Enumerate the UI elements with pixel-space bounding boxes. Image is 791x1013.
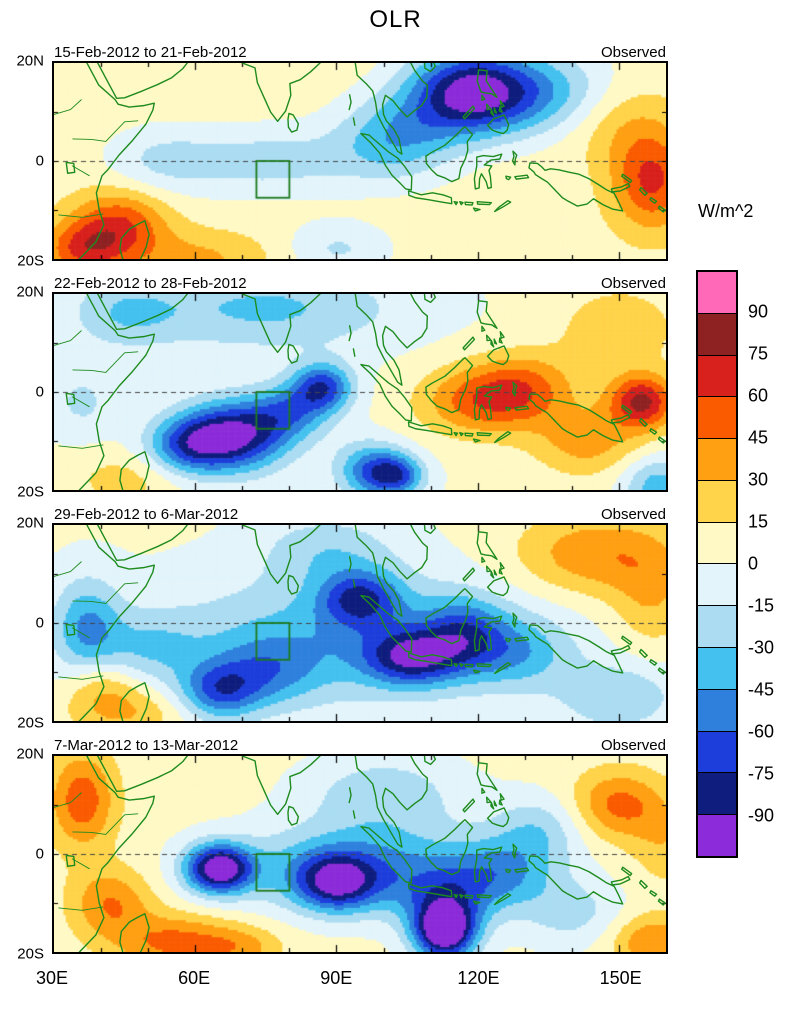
colorbar-band xyxy=(698,438,736,480)
olr-field-canvas xyxy=(54,63,666,259)
y-axis: 20N 0 20S xyxy=(0,284,52,501)
colorbar-tick-label: 60 xyxy=(748,385,769,406)
x-tick-label: 150E xyxy=(599,968,642,988)
map-panel-2 xyxy=(52,292,668,492)
panel-4-header: 7-Mar-2012 to 13-Mar-2012 Observed xyxy=(52,734,668,754)
colorbar-tick-label: -45 xyxy=(748,679,775,700)
colorbar-tick-label: -75 xyxy=(748,763,775,784)
figure-body: 15-Feb-2012 to 21-Feb-2012 Observed 20N … xyxy=(0,41,791,991)
panel-date-range: 15-Feb-2012 to 21-Feb-2012 xyxy=(54,44,247,61)
colorbar-band xyxy=(698,814,736,856)
map-panel-3 xyxy=(52,523,668,723)
y-tick-label: 20S xyxy=(17,252,44,270)
y-tick-label: 20S xyxy=(17,714,44,732)
y-tick-label: 20N xyxy=(16,283,44,301)
colorbar-tick-label: 30 xyxy=(748,469,769,490)
x-tick-label: 120E xyxy=(457,968,500,988)
coastline-overlay xyxy=(54,756,666,952)
panel-date-range: 22-Feb-2012 to 28-Feb-2012 xyxy=(54,275,247,292)
colorbar-bands xyxy=(696,270,738,858)
colorbar-band xyxy=(698,354,736,397)
colorbar-band xyxy=(698,647,736,689)
colorbar-ticks: 90 75 60 45 30 15 0 -15 -30 -45 -60 -75 -90 xyxy=(748,270,791,858)
panel-source-label: Observed xyxy=(600,506,666,523)
panel-date-range: 29-Feb-2012 to 6-Mar-2012 xyxy=(54,506,239,523)
chart-title: OLR xyxy=(369,6,422,33)
olr-field-canvas xyxy=(54,756,666,952)
colorbar-band xyxy=(698,312,736,355)
y-axis: 20N 0 20S xyxy=(0,515,52,732)
panel-3-header: 29-Feb-2012 to 6-Mar-2012 Observed xyxy=(52,503,668,523)
y-tick-label: 20N xyxy=(16,745,44,763)
map-panel-4 xyxy=(52,754,668,954)
map-panel-1 xyxy=(52,61,668,261)
colorbar-column: W/m^2 90 75 60 45 30 15 0 -15 -30 -45 -60 -75 -90 xyxy=(668,41,774,991)
y-tick-label: 0 xyxy=(35,152,44,170)
colorbar-title: W/m^2 xyxy=(698,201,754,221)
colorbar-band xyxy=(698,688,736,731)
colorbar-band xyxy=(698,605,736,648)
panel-1: 15-Feb-2012 to 21-Feb-2012 Observed 20N … xyxy=(0,41,668,270)
panel-1-header: 15-Feb-2012 to 21-Feb-2012 Observed xyxy=(52,41,668,61)
olr-field-canvas xyxy=(54,294,666,490)
colorbar-band xyxy=(698,772,736,815)
colorbar-band xyxy=(698,563,736,606)
y-tick-label: 20S xyxy=(17,945,44,963)
colorbar-band xyxy=(698,730,736,773)
colorbar-band xyxy=(698,396,736,439)
y-tick-label: 20N xyxy=(16,514,44,532)
colorbar-tick-label: 45 xyxy=(748,427,769,448)
y-tick-label: 20S xyxy=(17,483,44,501)
colorbar-band xyxy=(698,521,736,564)
panel-source-label: Observed xyxy=(600,275,666,292)
x-axis: 30E 60E 90E 120E 150E xyxy=(36,965,668,991)
x-tick-label: 30E xyxy=(35,968,69,988)
colorbar-tick-label: -90 xyxy=(748,805,775,826)
panel-2-header: 22-Feb-2012 to 28-Feb-2012 Observed xyxy=(52,272,668,292)
y-tick-label: 0 xyxy=(35,614,44,632)
coastline-overlay xyxy=(54,525,666,721)
colorbar-band xyxy=(698,479,736,522)
colorbar-tick-label: 90 xyxy=(748,301,769,322)
y-tick-label: 0 xyxy=(35,845,44,863)
colorbar-tick-label: -15 xyxy=(748,595,775,616)
y-axis: 20N 0 20S xyxy=(0,53,52,270)
panel-2: 22-Feb-2012 to 28-Feb-2012 Observed 20N … xyxy=(0,272,668,501)
x-tick-label: 90E xyxy=(320,968,353,988)
coastline-overlay xyxy=(54,63,666,259)
map-panels-column: 15-Feb-2012 to 21-Feb-2012 Observed 20N … xyxy=(0,41,668,991)
coastline-overlay xyxy=(54,294,666,490)
panel-source-label: Observed xyxy=(600,44,666,61)
colorbar-tick-label: 75 xyxy=(748,343,769,364)
y-tick-label: 0 xyxy=(35,383,44,401)
panel-4: 7-Mar-2012 to 13-Mar-2012 Observed 20N 0… xyxy=(0,734,668,963)
colorbar-tick-label: -60 xyxy=(748,721,775,742)
panel-source-label: Observed xyxy=(600,737,666,754)
colorbar-tick-label: -30 xyxy=(748,637,775,658)
colorbar-band xyxy=(698,272,736,313)
y-tick-label: 20N xyxy=(16,52,44,70)
panel-3: 29-Feb-2012 to 6-Mar-2012 Observed 20N 0… xyxy=(0,503,668,732)
olr-field-canvas xyxy=(54,525,666,721)
y-axis: 20N 0 20S xyxy=(0,746,52,963)
panel-date-range: 7-Mar-2012 to 13-Mar-2012 xyxy=(54,737,239,754)
colorbar-tick-label: 15 xyxy=(748,511,769,532)
colorbar-tick-label: 0 xyxy=(748,553,759,574)
x-tick-label: 60E xyxy=(178,968,211,988)
